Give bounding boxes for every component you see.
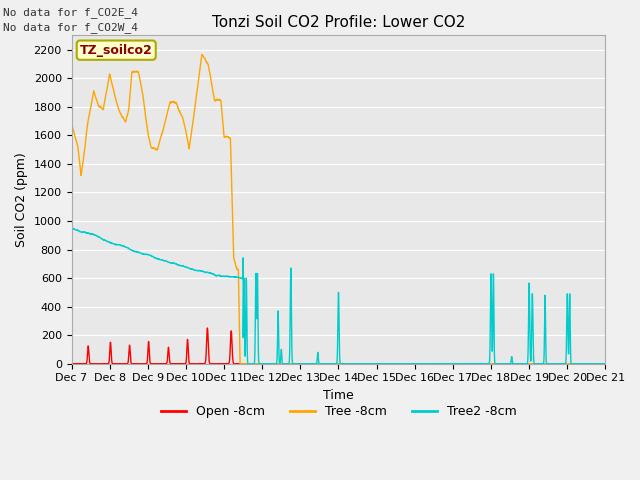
Tree2 -8cm — [68, 226, 76, 231]
Open -8cm — [204, 325, 211, 331]
Text: No data for f_CO2E_4: No data for f_CO2E_4 — [3, 7, 138, 18]
Tree2 -8cm — [602, 361, 609, 367]
X-axis label: Time: Time — [323, 389, 354, 402]
Tree2 -8cm — [492, 361, 500, 367]
Tree -8cm — [407, 361, 415, 367]
Open -8cm — [384, 361, 392, 367]
Tree2 -8cm — [407, 361, 415, 367]
Tree -8cm — [198, 52, 205, 58]
Open -8cm — [68, 361, 76, 367]
Tree -8cm — [68, 121, 76, 127]
Tree -8cm — [95, 103, 102, 108]
Tree2 -8cm — [356, 361, 364, 367]
Open -8cm — [492, 361, 500, 367]
Tree -8cm — [492, 361, 500, 367]
Open -8cm — [407, 361, 415, 367]
Tree2 -8cm — [95, 234, 102, 240]
Text: No data for f_CO2W_4: No data for f_CO2W_4 — [3, 22, 138, 33]
Tree2 -8cm — [261, 361, 269, 367]
Legend: Open -8cm, Tree -8cm, Tree2 -8cm: Open -8cm, Tree -8cm, Tree2 -8cm — [156, 400, 522, 423]
Text: TZ_soilco2: TZ_soilco2 — [80, 44, 152, 57]
Open -8cm — [463, 361, 471, 367]
Tree -8cm — [602, 361, 609, 367]
Line: Tree2 -8cm: Tree2 -8cm — [72, 228, 605, 364]
Tree -8cm — [384, 361, 392, 367]
Y-axis label: Soil CO2 (ppm): Soil CO2 (ppm) — [15, 152, 28, 247]
Open -8cm — [602, 361, 609, 367]
Open -8cm — [95, 361, 102, 367]
Tree -8cm — [261, 361, 269, 367]
Open -8cm — [239, 361, 247, 367]
Tree2 -8cm — [69, 225, 77, 231]
Tree -8cm — [463, 361, 471, 367]
Tree -8cm — [236, 361, 244, 367]
Line: Tree -8cm: Tree -8cm — [72, 55, 605, 364]
Tree2 -8cm — [463, 361, 471, 367]
Line: Open -8cm: Open -8cm — [72, 328, 605, 364]
Open -8cm — [261, 361, 269, 367]
Tree2 -8cm — [384, 361, 392, 367]
Title: Tonzi Soil CO2 Profile: Lower CO2: Tonzi Soil CO2 Profile: Lower CO2 — [212, 15, 465, 30]
